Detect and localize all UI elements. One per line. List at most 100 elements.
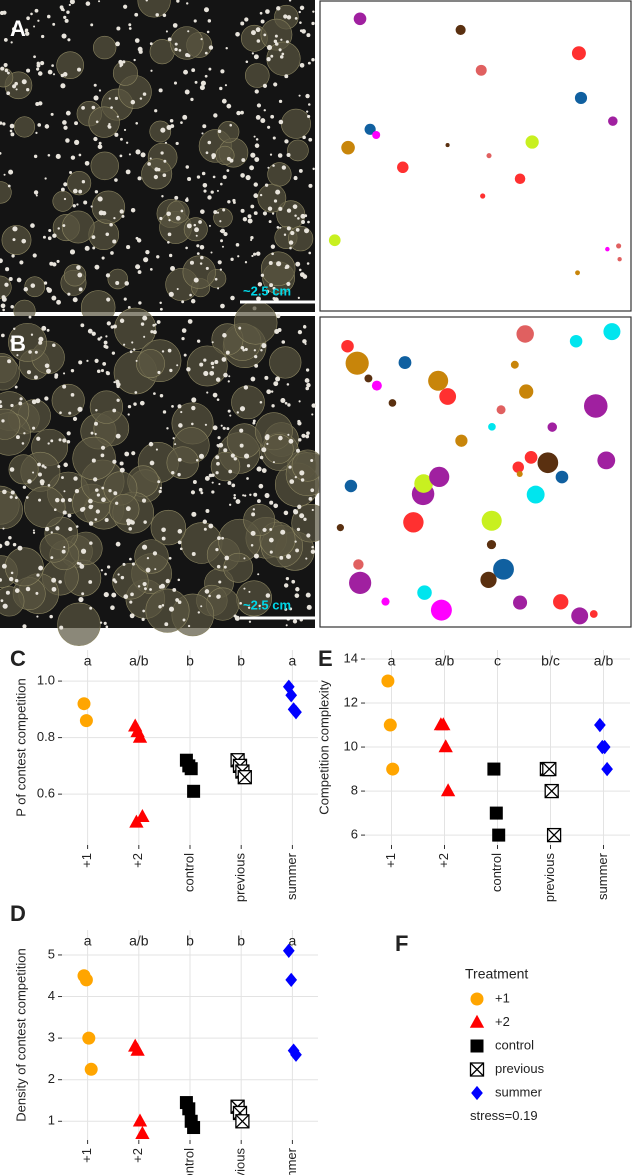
point	[187, 1121, 201, 1135]
barnacle	[259, 401, 263, 404]
barnacle	[149, 268, 153, 271]
barnacle	[116, 26, 121, 31]
barnacle	[191, 405, 196, 411]
barnacle	[250, 152, 256, 158]
barnacle	[65, 110, 71, 116]
barnacle	[91, 331, 96, 336]
barnacle	[127, 404, 132, 409]
barnacle	[291, 579, 296, 584]
segment	[336, 524, 344, 532]
barnacle	[181, 328, 187, 333]
barnacle	[176, 288, 179, 291]
barnacle	[63, 197, 67, 201]
barnacle	[281, 340, 286, 344]
barnacle	[254, 143, 260, 148]
y-tick-label: 0.8	[37, 729, 55, 744]
barnacle	[226, 103, 232, 109]
barnacle	[94, 358, 99, 363]
barnacle	[9, 495, 13, 499]
barnacle	[47, 484, 51, 487]
barnacle	[287, 403, 291, 407]
barnacle	[270, 114, 275, 119]
barnacle	[190, 490, 196, 495]
segment	[513, 595, 528, 610]
barnacle	[159, 301, 162, 305]
barnacle	[255, 115, 261, 120]
barnacle	[0, 66, 5, 71]
group-letter: a/b	[594, 653, 614, 669]
barnacle	[196, 244, 200, 248]
barnacle	[278, 48, 282, 52]
barnacle	[53, 508, 57, 512]
barnacle	[191, 552, 196, 556]
barnacle	[121, 214, 125, 218]
barnacle	[125, 506, 131, 512]
colony	[66, 170, 92, 196]
barnacle	[246, 477, 249, 480]
barnacle	[42, 235, 46, 239]
barnacle	[61, 476, 64, 479]
barnacle	[179, 547, 183, 551]
point	[438, 739, 453, 753]
barnacle	[205, 266, 209, 270]
barnacle	[33, 190, 39, 195]
colony	[269, 346, 302, 379]
segment	[617, 257, 622, 262]
barnacle	[115, 501, 119, 505]
legend-label: +2	[495, 1014, 510, 1029]
barnacle	[113, 491, 118, 496]
barnacle	[119, 318, 125, 323]
segment	[589, 610, 598, 618]
barnacle	[204, 74, 208, 78]
barnacle	[269, 500, 274, 505]
barnacle	[177, 529, 183, 534]
y-tick-label: 12	[344, 694, 358, 709]
barnacle	[142, 92, 147, 96]
barnacle	[2, 489, 7, 495]
point	[436, 717, 451, 731]
barnacle	[287, 433, 290, 436]
barnacle	[306, 431, 310, 436]
barnacle	[140, 322, 145, 326]
colony	[0, 275, 12, 299]
barnacle	[154, 109, 158, 113]
barnacle	[244, 347, 248, 352]
barnacle	[125, 141, 129, 144]
barnacle	[152, 330, 157, 335]
barnacle	[248, 620, 252, 623]
barnacle	[76, 265, 81, 270]
barnacle	[230, 257, 234, 261]
barnacle	[7, 184, 11, 188]
colony	[243, 503, 276, 536]
barnacle	[219, 268, 222, 271]
segment	[341, 339, 354, 353]
barnacle	[112, 408, 117, 413]
barnacle	[104, 572, 107, 576]
barnacle	[265, 9, 270, 14]
barnacle	[267, 125, 271, 129]
barnacle	[186, 367, 191, 372]
barnacle	[51, 64, 54, 67]
x-tick-label: summer	[284, 852, 299, 900]
barnacle	[175, 141, 179, 146]
barnacle	[98, 0, 101, 3]
barnacle	[208, 67, 212, 71]
barnacle	[10, 490, 15, 495]
barnacle	[200, 491, 204, 495]
barnacle	[8, 277, 13, 282]
barnacle	[226, 169, 230, 172]
barnacle	[273, 503, 279, 509]
barnacle	[306, 262, 310, 265]
barnacle	[159, 393, 164, 398]
point	[383, 718, 397, 732]
barnacle	[180, 209, 184, 213]
barnacle	[70, 155, 76, 160]
barnacle	[217, 536, 221, 541]
barnacle	[96, 493, 101, 497]
barnacle	[135, 359, 138, 362]
barnacle	[116, 115, 119, 118]
barnacle	[74, 139, 80, 145]
barnacle	[16, 277, 22, 283]
barnacle	[198, 453, 205, 459]
barnacle	[251, 512, 256, 517]
